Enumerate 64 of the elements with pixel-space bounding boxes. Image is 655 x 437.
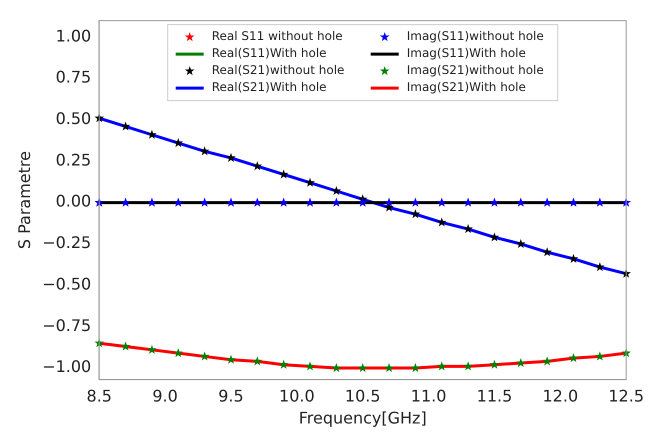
x-tick-label: 8.5 <box>86 386 112 406</box>
legend-label: Real(S21)without hole <box>212 63 344 78</box>
x-tick-label: 10.5 <box>344 386 381 406</box>
y-tick-label: 0.75 <box>56 68 92 87</box>
point <box>200 351 210 360</box>
point <box>437 361 447 370</box>
point <box>595 262 605 272</box>
point <box>305 361 315 370</box>
point <box>120 342 130 351</box>
x-tick-label: 9.0 <box>152 386 178 406</box>
legend-label: Imag(S11)With hole <box>406 46 526 60</box>
x-tick-label: 11.0 <box>410 386 446 406</box>
legend-label: Real S11 without hole <box>212 29 343 44</box>
y-tick-label: 0.00 <box>56 192 92 211</box>
point <box>147 344 157 354</box>
point <box>410 363 420 372</box>
x-tick-label: 9.5 <box>218 386 244 406</box>
x-tick-label: 11.5 <box>476 386 512 406</box>
point <box>542 247 552 256</box>
x-axis-title: Frequency[GHz] <box>298 408 427 428</box>
point <box>437 217 447 226</box>
point <box>174 138 184 148</box>
point <box>174 348 184 358</box>
x-tick-label: 12.5 <box>608 386 644 406</box>
y-tick-label: −0.75 <box>42 316 92 335</box>
point <box>252 161 262 170</box>
y-axis-title: S Parametre <box>14 151 34 250</box>
y-tick-label: 0.25 <box>56 150 92 170</box>
point <box>200 146 210 156</box>
point <box>568 254 578 263</box>
point <box>463 224 473 234</box>
y-tick-label: 1.00 <box>56 26 92 46</box>
x-tick-label: 12.0 <box>542 386 578 406</box>
point <box>278 169 288 178</box>
y-tick-label: −0.25 <box>42 233 92 252</box>
point <box>542 356 552 366</box>
point <box>490 232 500 242</box>
point <box>463 361 473 370</box>
point <box>252 356 262 366</box>
legend-label: Imag(S11)without hole <box>406 29 544 44</box>
point <box>332 363 342 372</box>
point <box>226 152 236 162</box>
point <box>595 351 605 360</box>
legend-label: Imag(S21)without hole <box>406 63 544 78</box>
point <box>490 360 500 369</box>
x-tick-label: 10.0 <box>279 386 315 406</box>
legend-label: Real(S11)With hole <box>212 46 327 60</box>
point <box>568 353 578 362</box>
y-tick-label: −0.50 <box>42 274 92 294</box>
legend-label: Real(S21)With hole <box>212 80 327 94</box>
point <box>410 209 420 218</box>
point <box>278 360 288 369</box>
y-tick-label: 0.50 <box>56 109 92 128</box>
point <box>305 178 315 187</box>
point <box>516 358 526 368</box>
point <box>147 130 157 139</box>
point <box>516 238 526 248</box>
point <box>226 354 236 364</box>
point <box>332 186 342 196</box>
y-tick-label: −1.00 <box>42 357 92 376</box>
point <box>358 363 368 372</box>
legend-label: Imag(S21)With hole <box>406 80 526 94</box>
point <box>384 363 394 372</box>
point <box>120 121 130 131</box>
